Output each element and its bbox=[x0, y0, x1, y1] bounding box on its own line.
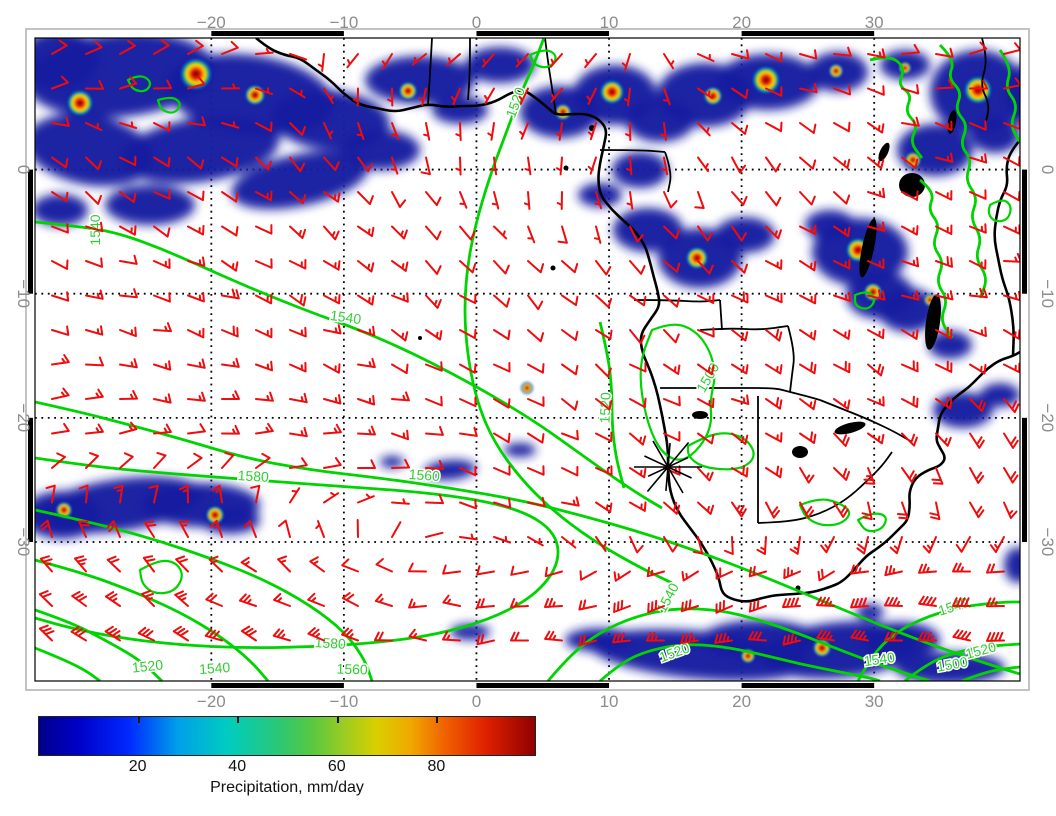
y-tick-right: −10 bbox=[1038, 279, 1056, 308]
x-tick-top: 0 bbox=[472, 13, 481, 32]
y-tick-right: −30 bbox=[1038, 528, 1056, 557]
contour-z1520-mid bbox=[599, 643, 881, 681]
x-tick-top: 20 bbox=[732, 13, 751, 32]
contour-z1560 bbox=[35, 400, 1020, 676]
x-tick-bottom: 0 bbox=[472, 692, 481, 710]
contour-z1520-namibia bbox=[598, 321, 626, 489]
contour-bl-arc1 bbox=[35, 508, 374, 681]
contour-label: 1540 bbox=[199, 659, 231, 677]
y-tick-left: −30 bbox=[14, 528, 33, 557]
x-tick-top: 10 bbox=[600, 13, 619, 32]
contour-label: 1540 bbox=[863, 649, 896, 669]
colorbar-tick: 60 bbox=[327, 758, 346, 775]
contour-z1500-se bbox=[961, 665, 1020, 681]
y-tick-right: 0 bbox=[1038, 165, 1056, 174]
x-tick-bottom: −10 bbox=[329, 692, 358, 710]
contour-z1520-se bbox=[904, 642, 1020, 681]
colorbar-tick: 40 bbox=[228, 758, 247, 775]
contour-label: 1560 bbox=[408, 466, 440, 484]
contour-z1540-diag bbox=[35, 220, 663, 510]
contour-ea-squig1 bbox=[869, 56, 924, 159]
x-tick-bottom: −20 bbox=[197, 692, 226, 710]
x-tick-bottom: 20 bbox=[732, 692, 751, 710]
y-tick-left: −20 bbox=[14, 403, 33, 432]
contour-label: 1520 bbox=[131, 656, 164, 675]
axis-tick-labels: −20 −20 −10 −10 0 0 10 10 20 20 30 30 0 0 −10 −10 −20 −20… bbox=[14, 13, 1056, 710]
contour-sa-loop2 bbox=[856, 512, 887, 533]
contour-label: 1580 bbox=[237, 467, 269, 485]
contour-atl-loop1 bbox=[126, 75, 152, 93]
contour-label: 1580 bbox=[314, 634, 346, 652]
x-tick-bottom: 30 bbox=[865, 692, 884, 710]
x-tick-bottom: 10 bbox=[600, 692, 619, 710]
contour-bl-arc4 bbox=[35, 646, 101, 681]
x-tick-top: 30 bbox=[865, 13, 884, 32]
marker-asterisk bbox=[634, 440, 702, 494]
coastline-layer bbox=[255, 38, 1020, 603]
contour-atl-loop2 bbox=[156, 96, 181, 114]
colorbar-notch bbox=[435, 717, 438, 723]
colorbar-gradient bbox=[38, 716, 536, 756]
contour-ea-squig3 bbox=[998, 49, 1020, 143]
y-tick-left: 0 bbox=[14, 165, 33, 174]
contour-ea-squig2 bbox=[939, 44, 987, 299]
colorbar-ticks: 20 40 60 80 bbox=[38, 758, 536, 778]
contour-z1520-west bbox=[463, 38, 673, 585]
contour-z1500-loop bbox=[639, 323, 716, 461]
contour-bots-loop bbox=[686, 432, 755, 471]
contour-z1540-mid bbox=[546, 607, 931, 681]
colorbar-tick: 20 bbox=[128, 758, 147, 775]
map-frame bbox=[25, 28, 1030, 691]
y-tick-left: −10 bbox=[14, 279, 33, 308]
precip-colorbar: 20 40 60 80 Precipitation, mm/day bbox=[38, 716, 536, 797]
contour-bl-arc3 bbox=[35, 608, 163, 681]
contour-bl-arc2 bbox=[35, 558, 270, 681]
contour-sa-loop1 bbox=[798, 498, 851, 527]
y-tick-right: −20 bbox=[1038, 403, 1056, 432]
x-tick-top: −20 bbox=[197, 13, 226, 32]
colorbar-tick: 80 bbox=[427, 758, 446, 775]
colorbar-notch bbox=[237, 717, 240, 723]
contour-label: 1520 bbox=[596, 392, 613, 424]
colorbar-label: Precipitation, mm/day bbox=[210, 779, 364, 796]
colorbar-notch bbox=[138, 717, 141, 723]
contour-label: 1540 bbox=[329, 307, 362, 327]
contour-ea-loop1 bbox=[987, 199, 1012, 223]
x-tick-top: −10 bbox=[329, 13, 358, 32]
contour-bl-loop bbox=[138, 559, 183, 595]
colorbar-notch bbox=[336, 717, 339, 723]
contour-ea-loop2 bbox=[853, 291, 876, 310]
contour-label: 1560 bbox=[336, 660, 368, 677]
contour-ea-squig4 bbox=[919, 178, 954, 339]
wind-barbs-layer bbox=[38, 39, 1020, 647]
